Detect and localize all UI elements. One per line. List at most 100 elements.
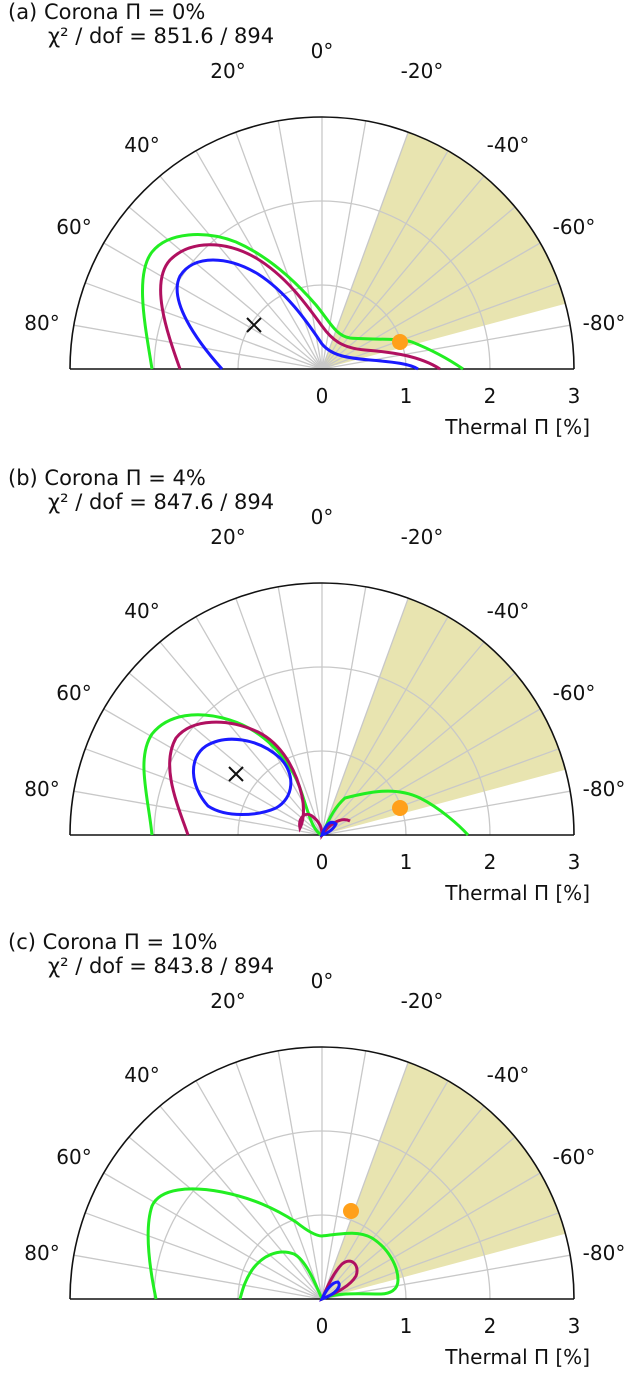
circular-gridline bbox=[153, 666, 491, 836]
orange-point bbox=[392, 800, 408, 816]
panel-letter: (a) bbox=[8, 0, 44, 24]
angle-label: -40° bbox=[487, 133, 530, 157]
angle-label: -40° bbox=[487, 1063, 530, 1087]
radial-gridline bbox=[321, 597, 409, 836]
angle-label: 0° bbox=[311, 969, 334, 993]
panel-b-title: (b) Corona Π = 4% bbox=[8, 466, 206, 490]
radial-tick-label: 2 bbox=[484, 384, 497, 408]
best-fit-marker bbox=[228, 766, 244, 782]
radial-gridline bbox=[321, 708, 541, 836]
radial-tick-label: 2 bbox=[484, 850, 497, 874]
radial-gridline bbox=[235, 597, 323, 836]
angle-label: -20° bbox=[401, 59, 444, 83]
outer-arc bbox=[69, 582, 575, 836]
shaded-sector bbox=[322, 132, 566, 369]
shaded-sector bbox=[322, 1062, 566, 1299]
best-fit-stroke bbox=[228, 766, 244, 782]
shaded-sector bbox=[322, 598, 566, 835]
radial-gridline bbox=[103, 242, 323, 370]
radial-gridline bbox=[195, 1080, 323, 1300]
radial-tick-label: 3 bbox=[568, 384, 581, 408]
radial-gridline bbox=[103, 1172, 323, 1300]
best-fit-marker bbox=[246, 317, 262, 333]
contour-purple bbox=[159, 243, 441, 371]
contour-purple bbox=[168, 720, 351, 840]
radial-tick-label: 3 bbox=[568, 1314, 581, 1338]
radial-gridline bbox=[159, 1105, 323, 1300]
x-axis-label: Thermal Π [%] bbox=[444, 1345, 590, 1369]
angle-label: 60° bbox=[56, 1145, 91, 1169]
circular-gridline bbox=[153, 200, 491, 370]
radial-gridline bbox=[321, 748, 560, 836]
outer-arc bbox=[69, 116, 575, 370]
contour-green bbox=[141, 233, 464, 371]
radial-gridline bbox=[103, 708, 323, 836]
radial-gridline bbox=[321, 120, 367, 370]
angle-label: 40° bbox=[124, 599, 159, 623]
radial-tick-label: 0 bbox=[316, 1314, 329, 1338]
angle-label: 80° bbox=[24, 1241, 59, 1265]
polar-plot-c: 0° 20° 40° 60° 80° -20° -40° -60° -80° 0 1 2 3 Therma… bbox=[24, 969, 626, 1369]
angle-label: 60° bbox=[56, 681, 91, 705]
radial-gridline bbox=[128, 1136, 323, 1300]
circular-gridline bbox=[237, 1214, 407, 1300]
panel-letter: (c) bbox=[8, 930, 43, 954]
radial-tick-label: 3 bbox=[568, 850, 581, 874]
contour-blue bbox=[319, 1280, 341, 1302]
angle-label: -80° bbox=[583, 1241, 626, 1265]
circular-gridline bbox=[237, 750, 407, 836]
radial-gridline bbox=[277, 1050, 323, 1300]
angle-label: -60° bbox=[553, 1145, 596, 1169]
angle-label: 80° bbox=[24, 777, 59, 801]
angle-label: 20° bbox=[210, 989, 245, 1013]
panel-c: (c) Corona Π = 10% χ² / dof = 843.8 / 89… bbox=[0, 930, 642, 1385]
radial-gridline bbox=[73, 324, 323, 370]
radial-tick-label: 1 bbox=[400, 1314, 413, 1338]
panel-a-chi: χ² / dof = 851.6 / 894 bbox=[48, 24, 275, 48]
angle-label: -60° bbox=[553, 215, 596, 239]
panel-c-title: (c) Corona Π = 10% bbox=[8, 930, 217, 954]
angle-label: 20° bbox=[210, 59, 245, 83]
polar-plot-a: 0° 20° 40° 60° 80° -20° -40° -60° -80° 0 1 2 3 Therma… bbox=[24, 39, 625, 439]
angle-label: 20° bbox=[210, 525, 245, 549]
x-axis-label: Thermal Π [%] bbox=[444, 881, 590, 905]
angle-label: -40° bbox=[487, 599, 530, 623]
radial-gridline bbox=[159, 175, 323, 370]
radial-tick-label: 2 bbox=[484, 1314, 497, 1338]
contour-purple bbox=[319, 1259, 359, 1302]
radial-gridline bbox=[321, 206, 516, 370]
panel-letter: (b) bbox=[8, 466, 45, 490]
radial-gridline bbox=[128, 206, 323, 370]
angle-label: 80° bbox=[24, 311, 59, 335]
angle-label: -60° bbox=[553, 681, 596, 705]
radial-gridline bbox=[321, 1172, 541, 1300]
radial-gridline bbox=[321, 586, 367, 836]
panel-title-text: Corona Π = 0% bbox=[43, 0, 206, 24]
panel-a: (a) Corona Π = 0% χ² / dof = 851.6 / 894… bbox=[0, 0, 642, 455]
radial-tick-label: 0 bbox=[316, 850, 329, 874]
radial-gridline bbox=[321, 1254, 571, 1300]
angle-label: 0° bbox=[311, 505, 334, 529]
radial-gridline bbox=[321, 1050, 367, 1300]
radial-gridline bbox=[277, 586, 323, 836]
contour-blue bbox=[192, 737, 338, 838]
panel-b-chi: χ² / dof = 847.6 / 894 bbox=[48, 490, 275, 514]
radial-tick-label: 0 bbox=[316, 384, 329, 408]
radial-gridline bbox=[84, 282, 323, 370]
angle-label: -20° bbox=[401, 989, 444, 1013]
orange-point bbox=[392, 334, 408, 350]
angle-label: 40° bbox=[124, 1063, 159, 1087]
radial-gridline bbox=[321, 672, 516, 836]
radial-tick-label: 1 bbox=[400, 850, 413, 874]
polar-plot-b: 0° 20° 40° 60° 80° -20° -40° -60° -80° 0 1 2 3 Therma… bbox=[24, 505, 625, 905]
orange-point bbox=[343, 1203, 359, 1219]
best-fit-stroke bbox=[246, 317, 262, 333]
radial-gridline bbox=[277, 120, 323, 370]
radial-gridline bbox=[321, 150, 449, 370]
radial-gridline bbox=[73, 790, 323, 836]
angle-label: 40° bbox=[124, 133, 159, 157]
radial-tick-label: 1 bbox=[400, 384, 413, 408]
radial-gridline bbox=[84, 1212, 323, 1300]
panel-title-text: Corona Π = 10% bbox=[42, 930, 218, 954]
radial-gridline bbox=[321, 1212, 560, 1300]
